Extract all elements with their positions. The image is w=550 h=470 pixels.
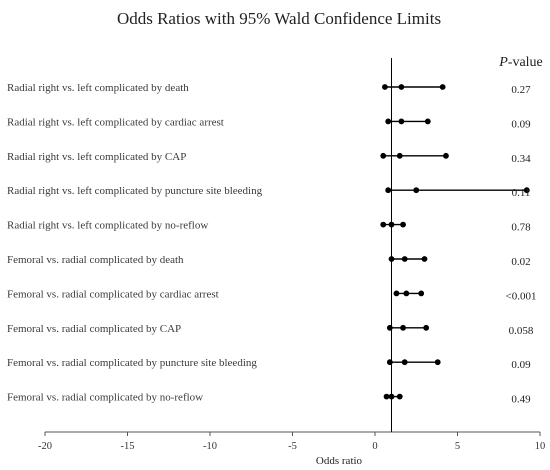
p-value: 0.058 bbox=[509, 325, 534, 337]
forest-row: Femoral vs. radial complicated by death 0… bbox=[7, 254, 531, 268]
ci-upper-point bbox=[424, 118, 431, 125]
forest-row: Radial right vs. left complicated by dea… bbox=[7, 82, 531, 96]
p-value: 0.27 bbox=[511, 84, 531, 96]
estimate-point bbox=[398, 84, 405, 90]
x-axis-ticks: -20 -15 -10 -5 0 5 10 bbox=[38, 432, 545, 452]
row-label: Femoral vs. radial complicated by punctu… bbox=[7, 357, 257, 369]
ci-upper-point bbox=[418, 290, 425, 297]
p-value: 0.11 bbox=[512, 187, 531, 199]
rows: Radial right vs. left complicated by dea… bbox=[7, 82, 536, 406]
x-tick-label: -20 bbox=[38, 441, 52, 452]
forest-row: Radial right vs. left complicated by pun… bbox=[7, 185, 530, 199]
estimate-point bbox=[401, 359, 408, 366]
row-label: Femoral vs. radial complicated by cardia… bbox=[7, 288, 219, 300]
ci-upper-point bbox=[400, 221, 406, 228]
forest-row: Femoral vs. radial complicated by cardia… bbox=[7, 288, 536, 302]
estimate-point bbox=[401, 256, 408, 262]
p-value: 0.78 bbox=[511, 222, 531, 234]
p-value: 0.09 bbox=[511, 359, 531, 371]
row-label: Radial right vs. left complicated by dea… bbox=[7, 82, 189, 94]
row-label: Radial right vs. left complicated by CAP bbox=[7, 151, 186, 163]
ci-lower-point bbox=[380, 221, 387, 228]
forest-row: Femoral vs. radial complicated by CAP 0.0… bbox=[7, 323, 534, 337]
ci-upper-point bbox=[523, 187, 530, 194]
estimate-point bbox=[400, 324, 406, 331]
p-value: 0.02 bbox=[511, 256, 530, 268]
ci-lower-point bbox=[382, 84, 388, 90]
p-value: 0.34 bbox=[511, 153, 531, 165]
x-tick-label: 5 bbox=[455, 441, 460, 452]
ci-upper-point bbox=[423, 324, 430, 331]
x-tick-label: 10 bbox=[535, 441, 546, 452]
row-label: Femoral vs. radial complicated by CAP bbox=[7, 323, 181, 335]
chart-title: Odds Ratios with 95% Wald Confidence Lim… bbox=[117, 9, 441, 28]
ci-lower-point bbox=[393, 290, 400, 297]
x-tick-label: 0 bbox=[372, 441, 377, 452]
x-tick-label: -5 bbox=[288, 441, 297, 452]
row-label: Radial right vs. left complicated by no-… bbox=[7, 220, 208, 232]
p-value-header-rest: -value bbox=[508, 55, 543, 70]
row-label: Radial right vs. left complicated by car… bbox=[7, 116, 224, 128]
forest-row: Femoral vs. radial complicated by no-ref… bbox=[7, 392, 531, 406]
estimate-point bbox=[398, 118, 405, 125]
p-value: 0.09 bbox=[511, 118, 531, 130]
row-label: Femoral vs. radial complicated by death bbox=[7, 254, 184, 266]
p-value: <0.001 bbox=[506, 290, 537, 302]
estimate-point bbox=[413, 187, 420, 194]
p-value-header: P-value bbox=[498, 55, 543, 70]
ci-lower-point bbox=[385, 118, 392, 125]
ci-upper-point bbox=[443, 152, 449, 159]
x-axis-label: Odds ratio bbox=[316, 455, 363, 467]
p-value: 0.49 bbox=[511, 394, 531, 406]
estimate-point bbox=[396, 152, 403, 159]
x-tick-label: -15 bbox=[121, 441, 135, 452]
ci-upper-point bbox=[439, 84, 446, 90]
row-label: Femoral vs. radial complicated by no-ref… bbox=[7, 392, 203, 404]
forest-row: Femoral vs. radial complicated by punctu… bbox=[7, 357, 531, 371]
ci-upper-point bbox=[421, 256, 428, 262]
forest-row: Radial right vs. left complicated by CAP… bbox=[7, 151, 531, 165]
row-label: Radial right vs. left complicated by pun… bbox=[7, 185, 263, 197]
ci-lower-point bbox=[380, 152, 387, 159]
ci-lower-point bbox=[383, 393, 390, 400]
ci-upper-point bbox=[396, 393, 403, 400]
forest-row: Radial right vs. left complicated by car… bbox=[7, 116, 531, 130]
ci-upper-point bbox=[434, 359, 441, 366]
forest-row: Radial right vs. left complicated by no-… bbox=[7, 220, 531, 234]
estimate-point bbox=[403, 290, 410, 297]
x-tick-label: -10 bbox=[203, 441, 217, 452]
p-value-header-italic: P bbox=[498, 55, 508, 70]
ci-lower-point bbox=[385, 187, 392, 194]
